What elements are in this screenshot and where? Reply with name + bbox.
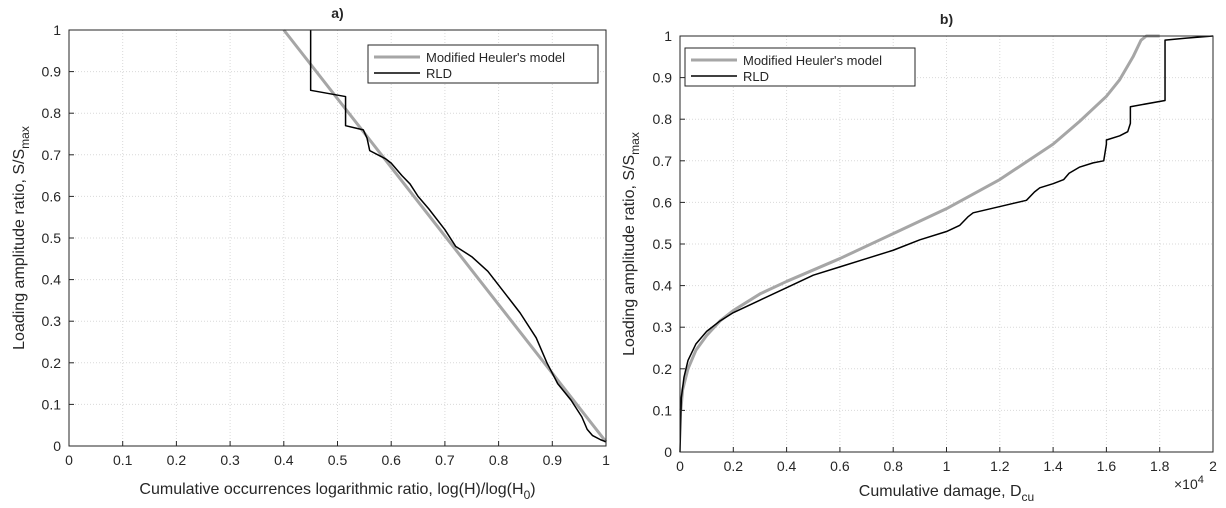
x-axis-label: Cumulative damage, Dcu xyxy=(859,483,1034,504)
x-tick-label: 0.6 xyxy=(381,452,401,468)
x-tick-label: 0.5 xyxy=(328,452,348,468)
y-tick-label: 0 xyxy=(664,444,672,460)
series-layer xyxy=(282,29,608,443)
y-tick-label: 0.6 xyxy=(653,194,673,210)
legend: Modified Heuler's model RLD xyxy=(684,47,916,87)
x-tick-label: 0.7 xyxy=(435,452,455,468)
ticks: 0 0.1 0.2 0.3 0.4 0.5 0.6 0.7 0.8 0.9 1 0 0.1 0.2 0.3 0… xyxy=(42,22,611,468)
y-tick-label: 0.2 xyxy=(653,361,673,377)
x-tick-label: 0.2 xyxy=(167,452,187,468)
x-tick-label: 0.6 xyxy=(830,458,850,474)
y-axis-label: Loading amplitude ratio, S/Smax xyxy=(621,132,642,356)
x-tick-label: 1.2 xyxy=(990,458,1010,474)
y-tick-label: 0.1 xyxy=(653,402,673,418)
series-layer xyxy=(679,34,1214,453)
legend-label-model: Modified Heuler's model xyxy=(743,53,882,68)
y-tick-label: 0.1 xyxy=(42,396,62,412)
x-tick-label: 0.3 xyxy=(220,452,240,468)
legend-box xyxy=(684,47,916,87)
y-tick-label: 0.4 xyxy=(653,278,673,294)
x-axis-multiplier: ×104 xyxy=(1174,474,1204,492)
legend-label-rld: RLD xyxy=(426,66,452,81)
x-tick-label: 1 xyxy=(943,458,951,474)
series-line-rld xyxy=(309,30,607,443)
chart-title: b) xyxy=(940,11,953,27)
x-tick-label: 0.8 xyxy=(489,452,509,468)
x-tick-label: 2 xyxy=(1209,458,1217,474)
y-tick-label: 1 xyxy=(53,22,61,38)
ticks: 0 0.2 0.4 0.6 0.8 1 1.2 1.4 1.6 1.8 2 0 0.1 0.2 0.3 0.4… xyxy=(653,28,1218,474)
legend-label-model: Modified Heuler's model xyxy=(426,50,565,65)
x-axis-label: Cumulative occurrences logarithmic ratio… xyxy=(139,481,535,502)
x-tick-label: 0.4 xyxy=(274,452,294,468)
y-tick-label: 0.3 xyxy=(653,319,673,335)
chart-panel-a: 0 0.1 0.2 0.3 0.4 0.5 0.6 0.7 0.8 0.9 1 0 0.1 0.2 0.3 0… xyxy=(11,5,610,502)
x-tick-label: 0.4 xyxy=(777,458,797,474)
x-tick-label: 1.8 xyxy=(1150,458,1170,474)
legend-label-rld: RLD xyxy=(743,69,769,84)
series-line-rld xyxy=(679,35,1214,453)
legend-box xyxy=(367,44,599,84)
y-tick-label: 0.6 xyxy=(42,188,62,204)
chart-panel-b: 0 0.2 0.4 0.6 0.8 1 1.2 1.4 1.6 1.8 2 0 0.1 0.2 0.3 0.4… xyxy=(621,11,1217,504)
x-tick-label: 0.8 xyxy=(883,458,903,474)
y-tick-label: 0.5 xyxy=(42,230,62,246)
y-tick-label: 0.7 xyxy=(42,147,62,163)
x-tick-label: 0 xyxy=(65,452,73,468)
x-tick-label: 1 xyxy=(602,452,610,468)
x-tick-label: 0.9 xyxy=(543,452,563,468)
y-tick-label: 0.5 xyxy=(653,236,673,252)
y-tick-label: 0.7 xyxy=(653,153,673,169)
y-tick-label: 0.9 xyxy=(653,70,673,86)
x-tick-label: 1.4 xyxy=(1043,458,1063,474)
y-tick-label: 0.3 xyxy=(42,313,62,329)
y-tick-label: 1 xyxy=(664,28,672,44)
y-tick-label: 0.8 xyxy=(42,105,62,121)
x-tick-label: 0.1 xyxy=(113,452,133,468)
y-tick-label: 0.2 xyxy=(42,355,62,371)
y-tick-label: 0.8 xyxy=(653,111,673,127)
x-tick-label: 0 xyxy=(676,458,684,474)
legend: Modified Heuler's model RLD xyxy=(367,44,599,84)
y-tick-label: 0.4 xyxy=(42,272,62,288)
y-tick-label: 0.9 xyxy=(42,64,62,80)
y-tick-label: 0 xyxy=(53,438,61,454)
x-tick-label: 0.2 xyxy=(724,458,744,474)
x-tick-label: 1.6 xyxy=(1097,458,1117,474)
chart-title: a) xyxy=(331,5,343,21)
series-line-modified-heuler xyxy=(679,34,1160,411)
y-axis-label: Loading amplitude ratio, S/Smax xyxy=(11,126,32,350)
